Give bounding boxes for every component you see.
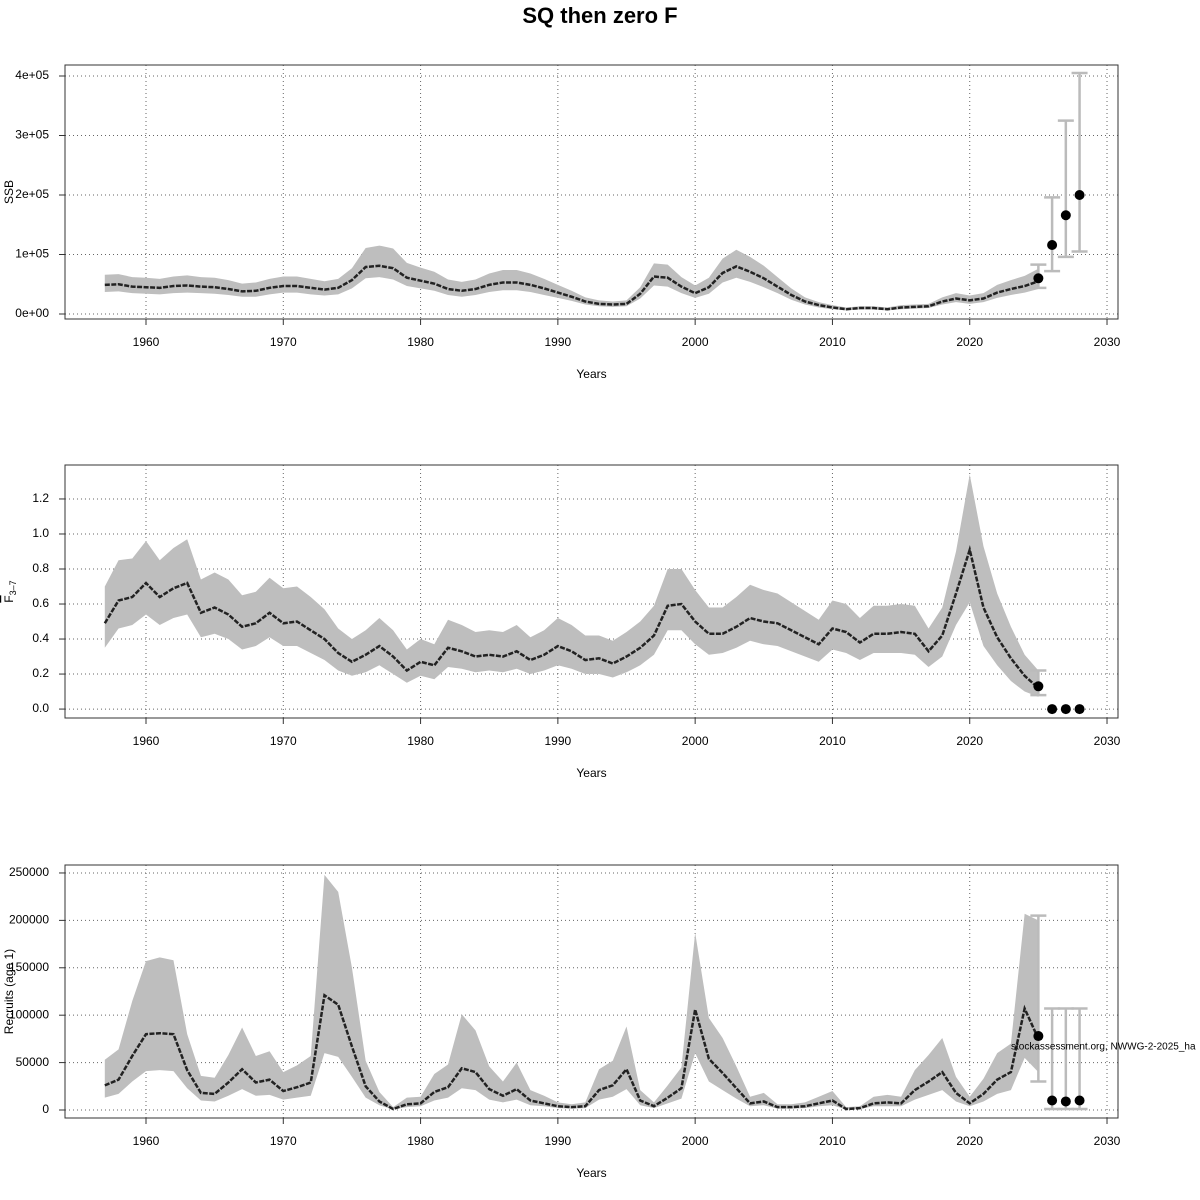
y-tick-label: 0.8 bbox=[32, 561, 49, 575]
y-tick-label: 250000 bbox=[9, 865, 49, 879]
x-tick-label: 1960 bbox=[133, 335, 160, 349]
x-tick-label: 2000 bbox=[682, 734, 709, 748]
x-tick-label: 2020 bbox=[956, 1134, 983, 1148]
x-tick-label: 1980 bbox=[407, 335, 434, 349]
estimate-line bbox=[103, 545, 1040, 689]
panel: 1960 1970 1980 1990 2000 2010 2020 2030 0.0 0.2 0.… bbox=[2, 464, 1121, 780]
projection-point bbox=[1060, 1096, 1071, 1107]
x-axis-label: Years bbox=[576, 367, 606, 381]
x-tick-label: 2000 bbox=[682, 335, 709, 349]
y-tick-label: 1e+05 bbox=[15, 247, 49, 261]
x-tick-label: 2010 bbox=[819, 1134, 846, 1148]
y-tick-label: 150000 bbox=[9, 960, 49, 974]
x-axis-label: Years bbox=[576, 1166, 606, 1180]
projection-point bbox=[1060, 704, 1071, 715]
estimate-line bbox=[104, 993, 1040, 1111]
x-tick-label: 1990 bbox=[545, 335, 572, 349]
plot-frame bbox=[64, 864, 1119, 1119]
x-tick-label: 1980 bbox=[407, 734, 434, 748]
y-tick-label: 3e+05 bbox=[15, 128, 49, 142]
projection-point bbox=[1033, 681, 1044, 692]
projection-point bbox=[1074, 1095, 1085, 1106]
y-axis-label: Recruits (age 1) bbox=[2, 949, 16, 1034]
projection-point bbox=[1033, 273, 1044, 284]
annotation: stockassessment.org, NWWG-2-2025_ha bbox=[1011, 1042, 1196, 1053]
projection-point bbox=[1047, 1095, 1058, 1106]
x-tick-label: 1990 bbox=[545, 1134, 572, 1148]
estimate-line bbox=[104, 264, 1039, 311]
y-tick-label: 0 bbox=[42, 1102, 49, 1116]
panel: 1960 1970 1980 1990 2000 2010 2020 2030 0e+00 1e+… bbox=[2, 64, 1121, 381]
x-tick-label: 2030 bbox=[1094, 335, 1121, 349]
projection-point bbox=[1074, 704, 1085, 715]
y-axis-label-main: F bbox=[2, 595, 16, 602]
confidence-band bbox=[104, 474, 1039, 697]
x-tick-label: 2020 bbox=[956, 335, 983, 349]
x-tick-label: 1980 bbox=[407, 1134, 434, 1148]
y-tick-label: 0.0 bbox=[32, 701, 49, 715]
y-tick-label: 200000 bbox=[9, 913, 49, 927]
y-tick-label: 1.0 bbox=[32, 526, 49, 540]
y-axis-label-sub: 3–7 bbox=[8, 580, 18, 595]
plot-frame bbox=[64, 64, 1119, 320]
x-tick-label: 1960 bbox=[133, 734, 160, 748]
y-axis-label: SSB bbox=[2, 180, 16, 204]
x-tick-label: 2010 bbox=[819, 734, 846, 748]
x-tick-label: 1960 bbox=[133, 1134, 160, 1148]
chart-title: SQ then zero F bbox=[522, 3, 677, 28]
projection-point bbox=[1033, 1031, 1044, 1042]
y-axis-label: F3–7 bbox=[2, 580, 18, 602]
y-tick-label: 4e+05 bbox=[15, 68, 49, 82]
y-tick-label: 0.2 bbox=[32, 666, 49, 680]
x-tick-label: 1970 bbox=[270, 1134, 297, 1148]
plot-frame bbox=[64, 464, 1119, 719]
projection-point bbox=[1074, 190, 1085, 201]
panel: 1960 1970 1980 1990 2000 2010 2020 2030 0 50000 10… bbox=[2, 864, 1196, 1180]
x-tick-label: 1970 bbox=[270, 734, 297, 748]
x-tick-label: 2000 bbox=[682, 1134, 709, 1148]
y-tick-label: 100000 bbox=[9, 1007, 49, 1021]
projection-point bbox=[1060, 210, 1071, 221]
confidence-band bbox=[104, 874, 1039, 1110]
x-tick-label: 2030 bbox=[1094, 1134, 1121, 1148]
projection-point bbox=[1047, 704, 1058, 715]
x-tick-label: 2020 bbox=[956, 734, 983, 748]
x-tick-label: 2010 bbox=[819, 335, 846, 349]
y-tick-label: 0e+00 bbox=[15, 306, 49, 320]
x-tick-label: 1970 bbox=[270, 335, 297, 349]
y-tick-label: 2e+05 bbox=[15, 187, 49, 201]
y-tick-label: 50000 bbox=[16, 1055, 50, 1069]
confidence-band bbox=[104, 245, 1039, 311]
y-tick-label: 0.4 bbox=[32, 631, 49, 645]
y-tick-label: 1.2 bbox=[32, 491, 49, 505]
x-tick-label: 1990 bbox=[545, 734, 572, 748]
x-tick-label: 2030 bbox=[1094, 734, 1121, 748]
projection-point bbox=[1047, 239, 1058, 250]
x-axis-label: Years bbox=[576, 766, 606, 780]
y-tick-label: 0.6 bbox=[32, 596, 49, 610]
